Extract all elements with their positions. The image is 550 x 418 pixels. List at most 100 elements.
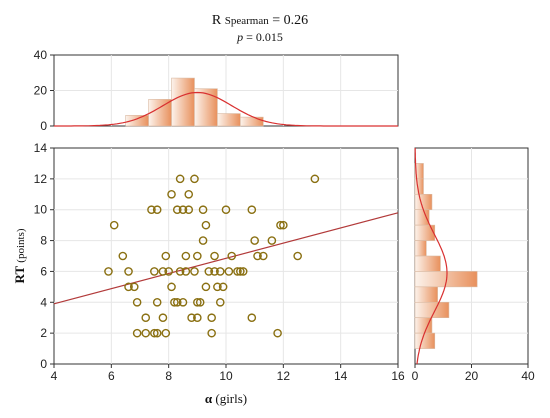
data-point bbox=[172, 205, 182, 215]
y-tick-label: 2 bbox=[40, 326, 47, 340]
data-point bbox=[184, 205, 194, 215]
x-tick-label: 16 bbox=[391, 369, 405, 383]
right-histogram-bar bbox=[414, 317, 433, 334]
data-point bbox=[213, 282, 222, 292]
y-tick-label: 0 bbox=[40, 357, 47, 371]
data-point bbox=[124, 282, 133, 292]
data-point bbox=[158, 313, 168, 323]
p-annotation: p = 0.015 bbox=[236, 30, 283, 44]
top-histogram-bar bbox=[148, 99, 172, 127]
y-tick-label: 8 bbox=[40, 234, 47, 248]
data-point bbox=[198, 236, 208, 245]
right-histogram-panel: 0 20 40 bbox=[412, 147, 535, 383]
data-point bbox=[224, 267, 234, 276]
data-point bbox=[124, 267, 133, 276]
r-subscript: Spearman bbox=[225, 15, 269, 27]
data-point bbox=[198, 205, 208, 215]
data-point bbox=[190, 267, 199, 276]
y-tick-label: 12 bbox=[34, 172, 48, 186]
x-tick-label: 14 bbox=[334, 369, 348, 383]
data-point bbox=[227, 251, 237, 261]
y-tick-label: 6 bbox=[40, 264, 47, 278]
right-histogram-bar bbox=[414, 286, 438, 303]
top-histogram-bar bbox=[240, 116, 264, 127]
data-point bbox=[141, 328, 151, 338]
top-histogram-bar bbox=[194, 88, 218, 127]
data-point bbox=[195, 297, 205, 307]
data-point bbox=[167, 189, 176, 199]
top-histogram-bar bbox=[217, 113, 241, 127]
data-point bbox=[150, 328, 159, 338]
right-histogram-bar bbox=[414, 255, 441, 272]
data-point bbox=[221, 205, 231, 215]
x-tick-label: 10 bbox=[219, 369, 233, 383]
data-point bbox=[247, 313, 257, 323]
right-histogram-bar bbox=[414, 224, 436, 241]
right-x-tick-label: 40 bbox=[521, 369, 535, 383]
data-point bbox=[207, 313, 216, 323]
data-point bbox=[238, 267, 248, 276]
data-point bbox=[247, 205, 257, 215]
right-x-tick-label: 20 bbox=[465, 369, 479, 383]
x-axis-label-greek: α bbox=[205, 391, 213, 406]
data-point bbox=[184, 189, 194, 199]
top-normal-curve bbox=[54, 91, 398, 127]
top-y-tick-label: 20 bbox=[34, 84, 48, 98]
r-value: = 0.26 bbox=[272, 13, 308, 28]
data-point bbox=[273, 328, 282, 338]
data-point bbox=[170, 297, 179, 307]
data-point bbox=[233, 267, 242, 276]
data-point bbox=[201, 220, 211, 230]
data-point bbox=[132, 328, 142, 338]
data-point bbox=[181, 251, 191, 261]
data-point bbox=[129, 282, 139, 292]
data-point bbox=[132, 297, 142, 307]
top-y-tick-label: 0 bbox=[40, 119, 47, 133]
data-point bbox=[152, 205, 162, 215]
p-symbol: p bbox=[236, 30, 243, 44]
right-histogram-bar bbox=[414, 178, 424, 195]
data-point bbox=[193, 251, 202, 261]
data-point bbox=[193, 313, 202, 323]
data-point bbox=[193, 297, 202, 307]
data-point bbox=[158, 267, 168, 276]
data-point bbox=[104, 267, 113, 276]
data-point bbox=[258, 251, 268, 261]
data-point bbox=[218, 282, 228, 292]
data-point bbox=[250, 236, 259, 245]
data-point bbox=[310, 174, 320, 184]
data-point bbox=[201, 282, 211, 292]
scatter-panel: 4 6 8 10 12 14 16 0 2 4 6 8 10 12 14 bbox=[34, 141, 405, 383]
data-point bbox=[172, 297, 182, 307]
x-axis-label-rest: (girls) bbox=[215, 391, 247, 406]
data-point bbox=[161, 328, 171, 338]
top-histogram-bar bbox=[171, 77, 195, 127]
right-histogram-bar bbox=[414, 332, 436, 349]
y-axis-label-bold: RT bbox=[12, 266, 27, 284]
data-point bbox=[175, 174, 185, 184]
data-point bbox=[279, 220, 288, 230]
data-point bbox=[210, 267, 219, 276]
top-y-tick-label: 40 bbox=[34, 48, 48, 62]
data-point bbox=[141, 313, 151, 323]
regression-line bbox=[53, 212, 399, 305]
data-point bbox=[276, 220, 285, 230]
p-value: = 0.015 bbox=[246, 30, 283, 44]
data-point bbox=[253, 251, 262, 261]
data-point bbox=[175, 267, 185, 276]
data-point bbox=[150, 267, 159, 276]
data-point bbox=[215, 297, 225, 307]
data-point bbox=[267, 236, 277, 245]
data-point bbox=[210, 251, 219, 261]
x-tick-label: 8 bbox=[165, 369, 172, 383]
y-tick-label: 10 bbox=[34, 203, 48, 217]
data-point bbox=[187, 313, 196, 323]
top-histogram-bar bbox=[125, 115, 149, 127]
data-point bbox=[190, 174, 199, 184]
data-point bbox=[204, 267, 214, 276]
data-point bbox=[207, 328, 216, 338]
data-point bbox=[178, 297, 188, 307]
data-point bbox=[215, 267, 225, 276]
right-histogram-bar bbox=[414, 193, 433, 211]
